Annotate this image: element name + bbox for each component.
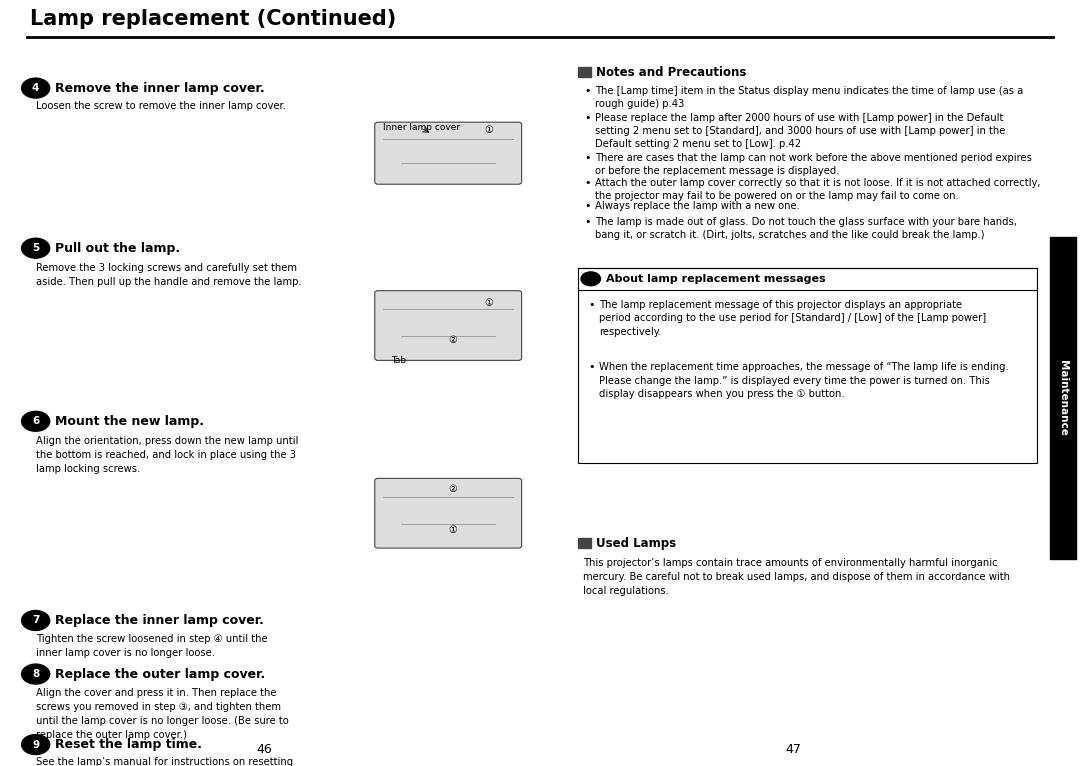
- Text: •: •: [584, 113, 591, 123]
- Text: 5: 5: [32, 243, 39, 254]
- Text: •: •: [584, 153, 591, 163]
- Circle shape: [22, 664, 50, 684]
- Text: Pull out the lamp.: Pull out the lamp.: [55, 242, 180, 254]
- Text: Remove the inner lamp cover.: Remove the inner lamp cover.: [55, 82, 265, 94]
- Text: When the replacement time approaches, the message of “The lamp life is ending.
P: When the replacement time approaches, th…: [599, 362, 1009, 399]
- Text: 46: 46: [257, 743, 272, 755]
- FancyBboxPatch shape: [375, 291, 522, 361]
- Text: Attach the outer lamp cover correctly so that it is not loose. If it is not atta: Attach the outer lamp cover correctly so…: [595, 178, 1041, 201]
- Text: Loosen the screw to remove the inner lamp cover.: Loosen the screw to remove the inner lam…: [36, 101, 285, 111]
- Text: Notes and Precautions: Notes and Precautions: [596, 66, 746, 78]
- Text: ①: ①: [484, 297, 492, 308]
- Text: 7: 7: [32, 615, 39, 626]
- Text: Maintenance: Maintenance: [1057, 360, 1068, 437]
- FancyBboxPatch shape: [1050, 237, 1076, 559]
- Text: •: •: [589, 362, 595, 372]
- Text: Tab: Tab: [391, 356, 406, 365]
- Text: The lamp replacement message of this projector displays an appropriate
period ac: The lamp replacement message of this pro…: [599, 300, 986, 337]
- Text: ①: ①: [448, 525, 457, 535]
- Text: 4: 4: [32, 83, 39, 93]
- Text: ②: ②: [448, 335, 457, 345]
- Circle shape: [22, 411, 50, 431]
- Text: •: •: [584, 86, 591, 96]
- Text: There are cases that the lamp can not work before the above mentioned period exp: There are cases that the lamp can not wo…: [595, 153, 1032, 176]
- FancyBboxPatch shape: [375, 478, 522, 548]
- Text: 8: 8: [32, 669, 39, 679]
- Text: See the lamp’s manual for instructions on resetting
the lamp time.: See the lamp’s manual for instructions o…: [36, 757, 293, 766]
- Text: •: •: [584, 201, 591, 211]
- Text: The [Lamp time] item in the Status display menu indicates the time of lamp use (: The [Lamp time] item in the Status displ…: [595, 86, 1024, 109]
- Text: Please replace the lamp after 2000 hours of use with [Lamp power] in the Default: Please replace the lamp after 2000 hours…: [595, 113, 1005, 149]
- Text: Align the orientation, press down the new lamp until
the bottom is reached, and : Align the orientation, press down the ne…: [36, 436, 298, 474]
- Text: Replace the outer lamp cover.: Replace the outer lamp cover.: [55, 668, 266, 680]
- FancyBboxPatch shape: [375, 122, 522, 184]
- Text: Reset the lamp time.: Reset the lamp time.: [55, 738, 202, 751]
- Text: Inner lamp cover: Inner lamp cover: [383, 123, 460, 132]
- Text: Always replace the lamp with a new one.: Always replace the lamp with a new one.: [595, 201, 800, 211]
- Circle shape: [22, 238, 50, 258]
- Circle shape: [22, 78, 50, 98]
- Text: ②: ②: [448, 483, 457, 494]
- Text: About lamp replacement messages: About lamp replacement messages: [606, 273, 825, 284]
- Text: 9: 9: [32, 739, 39, 750]
- Text: •: •: [584, 217, 591, 227]
- Text: This projector’s lamps contain trace amounts of environmentally harmful inorgani: This projector’s lamps contain trace amo…: [583, 558, 1010, 596]
- FancyBboxPatch shape: [578, 268, 1037, 463]
- Circle shape: [22, 735, 50, 755]
- Circle shape: [581, 272, 600, 286]
- Text: Align the cover and press it in. Then replace the
screws you removed in step ③, : Align the cover and press it in. Then re…: [36, 688, 288, 740]
- Text: Lamp replacement (Continued): Lamp replacement (Continued): [30, 9, 396, 29]
- Text: Tighten the screw loosened in step ④ until the
inner lamp cover is no longer loo: Tighten the screw loosened in step ④ unt…: [36, 634, 267, 658]
- Text: ①: ①: [484, 125, 492, 136]
- Text: Mount the new lamp.: Mount the new lamp.: [55, 415, 204, 427]
- FancyBboxPatch shape: [578, 538, 591, 548]
- Text: The lamp is made out of glass. Do not touch the glass surface with your bare han: The lamp is made out of glass. Do not to…: [595, 217, 1017, 240]
- Text: 47: 47: [786, 743, 801, 755]
- Text: 6: 6: [32, 416, 39, 427]
- Circle shape: [22, 611, 50, 630]
- FancyBboxPatch shape: [578, 67, 591, 77]
- Text: •: •: [584, 178, 591, 188]
- Text: Remove the 3 locking screws and carefully set them
aside. Then pull up the handl: Remove the 3 locking screws and carefull…: [36, 263, 301, 286]
- Text: Used Lamps: Used Lamps: [596, 537, 676, 549]
- Text: Replace the inner lamp cover.: Replace the inner lamp cover.: [55, 614, 264, 627]
- Text: •: •: [589, 300, 595, 310]
